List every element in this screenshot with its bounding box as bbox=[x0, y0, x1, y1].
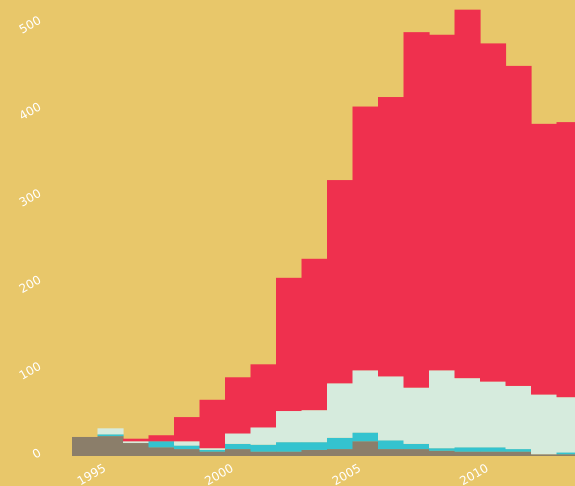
bar-cyan-1998 bbox=[174, 445, 201, 450]
bar-red-2006 bbox=[378, 97, 405, 377]
bar-brown-2003 bbox=[301, 449, 328, 456]
bar-cyan-1999 bbox=[199, 449, 226, 452]
bar-brown-2002 bbox=[276, 451, 303, 456]
bar-mint-2004 bbox=[327, 383, 354, 438]
bar-brown-1997 bbox=[148, 447, 175, 456]
bar-mint-2007 bbox=[403, 387, 430, 444]
bar-red-2009 bbox=[454, 9, 481, 379]
bar-cyan-2002 bbox=[276, 442, 303, 452]
bar-red-2013 bbox=[556, 122, 575, 398]
bar-brown-1996 bbox=[123, 443, 150, 456]
bar-red-2000 bbox=[225, 377, 252, 434]
bar-red-2012 bbox=[531, 123, 558, 395]
bar-brown-1999 bbox=[199, 451, 226, 456]
bar-red-1998 bbox=[174, 417, 201, 442]
bar-cyan-2000 bbox=[225, 443, 252, 450]
bar-mint-2002 bbox=[276, 411, 303, 443]
bar-cyan-2008 bbox=[429, 448, 456, 451]
bar-red-1997 bbox=[148, 435, 175, 442]
bar-cyan-2001 bbox=[250, 444, 277, 452]
bar-cyan-2013 bbox=[556, 452, 575, 455]
bar-mint-1995 bbox=[97, 428, 124, 435]
bar-mint-2012 bbox=[531, 394, 558, 455]
bar-mint-2000 bbox=[225, 433, 252, 444]
bar-mint-2009 bbox=[454, 378, 481, 448]
bar-red-2008 bbox=[429, 34, 456, 371]
bar-brown-2005 bbox=[352, 441, 379, 456]
bar-cyan-2004 bbox=[327, 437, 354, 450]
bar-brown-2004 bbox=[327, 449, 354, 456]
bar-brown-2000 bbox=[225, 449, 252, 456]
bar-red-2010 bbox=[480, 43, 507, 382]
bar-cyan-2010 bbox=[480, 447, 507, 452]
bar-cyan-2003 bbox=[301, 442, 328, 450]
bar-brown-2010 bbox=[480, 451, 507, 456]
bar-brown-1998 bbox=[174, 449, 201, 456]
bar-mint-2008 bbox=[429, 370, 456, 449]
bar-red-2005 bbox=[352, 106, 379, 371]
bar-brown-2012 bbox=[531, 454, 558, 456]
bar-brown-2008 bbox=[429, 450, 456, 456]
bar-mint-2005 bbox=[352, 370, 379, 433]
bar-brown-2001 bbox=[250, 451, 277, 456]
bar-mint-1996 bbox=[123, 441, 150, 444]
bar-red-2011 bbox=[505, 65, 532, 386]
bar-cyan-2007 bbox=[403, 443, 430, 450]
bar-brown-2006 bbox=[378, 449, 405, 456]
bar-red-2001 bbox=[250, 364, 277, 428]
bar-cyan-1997 bbox=[148, 441, 175, 448]
bar-mint-2006 bbox=[378, 376, 405, 441]
bar-mint-2013 bbox=[556, 397, 575, 453]
bar-red-1996 bbox=[123, 438, 150, 442]
bar-brown-2013 bbox=[556, 454, 575, 456]
bar-cyan-2006 bbox=[378, 440, 405, 450]
bar-brown-1994 bbox=[72, 436, 99, 456]
bar-cyan-1995 bbox=[97, 434, 124, 437]
bar-brown-2007 bbox=[403, 449, 430, 456]
bar-mint-2001 bbox=[250, 427, 277, 445]
bar-red-2003 bbox=[301, 258, 328, 411]
bar-mint-1999 bbox=[199, 448, 226, 450]
bar-mint-2010 bbox=[480, 381, 507, 448]
bar-cyan-2005 bbox=[352, 432, 379, 442]
bar-cyan-2011 bbox=[505, 449, 532, 452]
bar-mint-1998 bbox=[174, 441, 201, 446]
bar-red-2007 bbox=[403, 32, 430, 388]
bar-red-1999 bbox=[199, 399, 226, 449]
bar-brown-2011 bbox=[505, 451, 532, 456]
bar-mint-2011 bbox=[505, 385, 532, 450]
bar-brown-2009 bbox=[454, 451, 481, 456]
bar-layer bbox=[72, 9, 575, 456]
bar-red-2002 bbox=[276, 277, 303, 412]
bar-red-2004 bbox=[327, 180, 354, 384]
bar-brown-1995 bbox=[97, 436, 124, 456]
bar-mint-2003 bbox=[301, 410, 328, 443]
bar-cyan-2009 bbox=[454, 447, 481, 452]
